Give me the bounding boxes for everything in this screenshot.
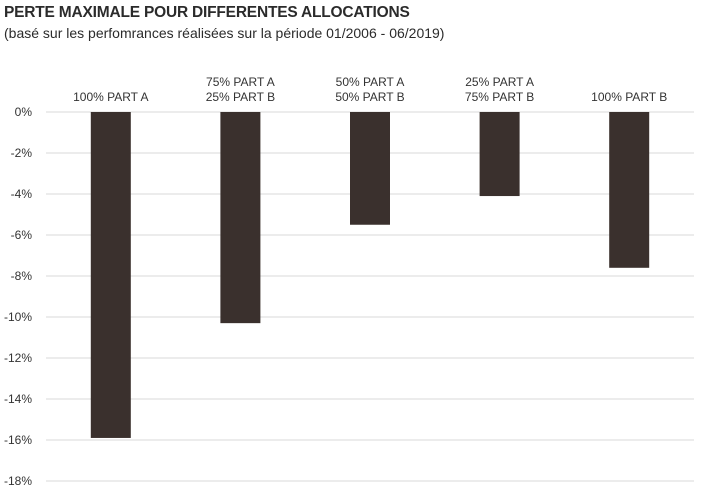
y-tick-label: 0%: [15, 105, 33, 119]
chart-title: PERTE MAXIMALE POUR DIFFERENTES ALLOCATI…: [4, 4, 410, 21]
category-label: 100% PART A: [73, 90, 148, 104]
bar: [220, 112, 261, 324]
y-tick-label: -2%: [11, 146, 33, 160]
y-tick-label: -16%: [4, 433, 32, 447]
y-tick-label: -18%: [4, 474, 32, 488]
category-label: 75% PART B: [465, 90, 534, 104]
category-label: 75% PART A: [206, 75, 275, 89]
y-tick-label: -10%: [4, 310, 32, 324]
chart-subtitle: (basé sur les perfomrances réalisées sur…: [4, 25, 445, 41]
bar: [90, 112, 131, 438]
y-tick-label: -12%: [4, 351, 32, 365]
bar: [609, 112, 650, 268]
bar: [479, 112, 520, 197]
y-tick-label: -4%: [11, 187, 33, 201]
y-tick-label: -8%: [11, 269, 33, 283]
bar: [350, 112, 390, 225]
category-label: 25% PART B: [206, 90, 275, 104]
y-tick-label: -14%: [4, 392, 32, 406]
category-label: 50% PART B: [335, 90, 404, 104]
category-label: 100% PART B: [591, 90, 667, 104]
category-label: 25% PART A: [465, 75, 534, 89]
category-label: 50% PART A: [336, 75, 405, 89]
y-tick-label: -6%: [11, 228, 33, 242]
